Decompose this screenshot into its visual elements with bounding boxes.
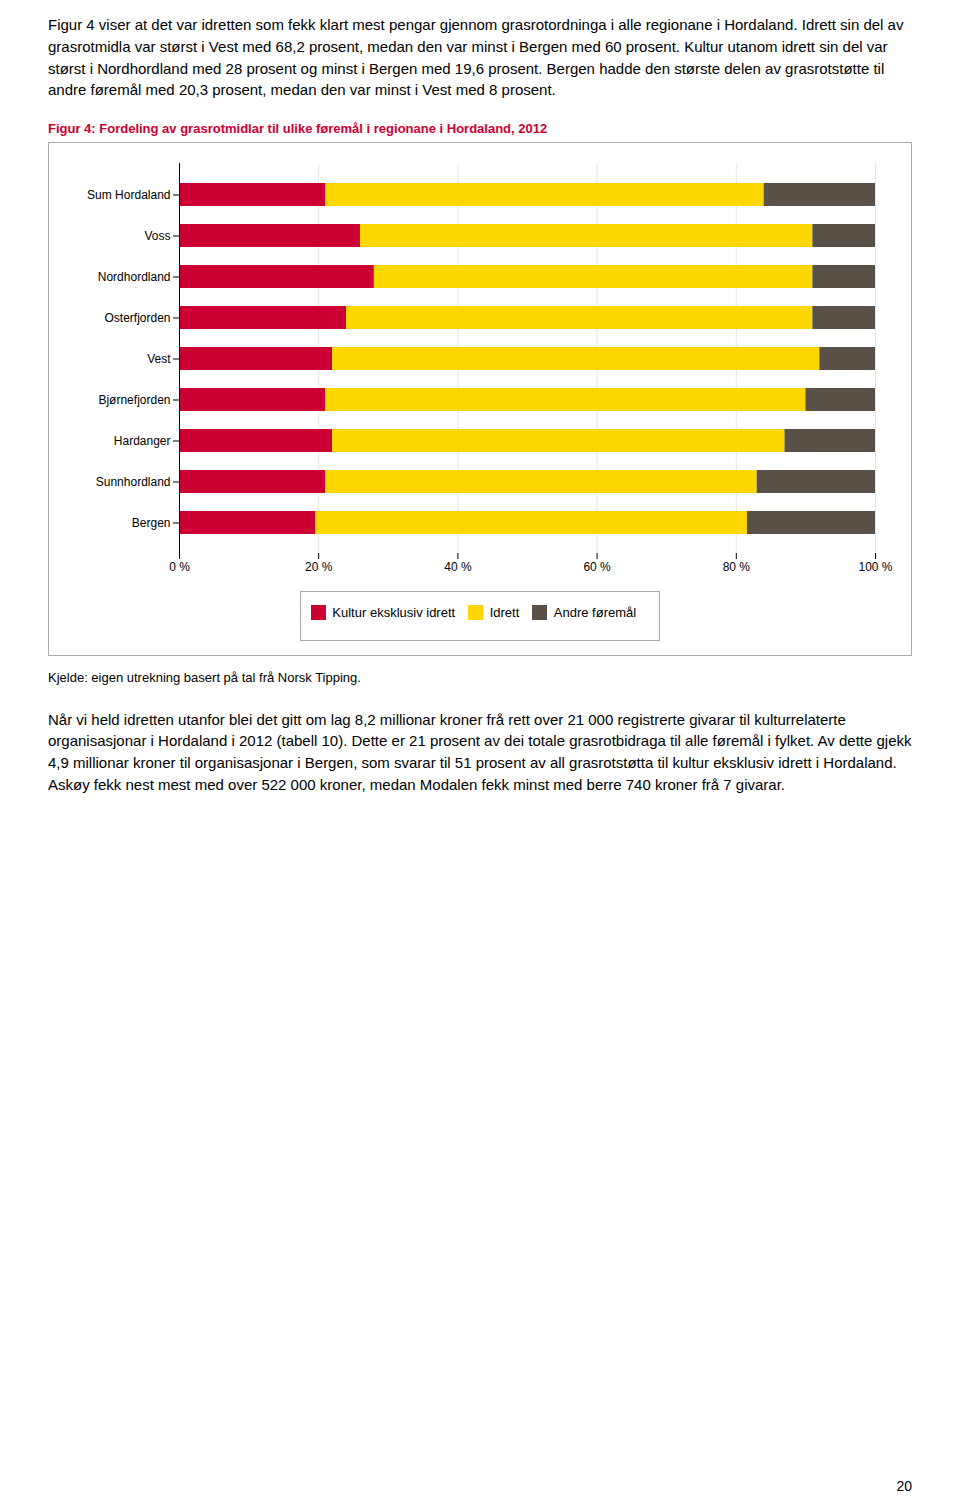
html-text:Figur 4 viser at det var idret: Figur 4 viser at det var idretten som fe… xyxy=(48,16,904,99)
html-text:20: 20 xyxy=(896,1478,912,1494)
html-text:Idrett: Idrett xyxy=(489,605,520,620)
svg-text:40 %: 40 % xyxy=(444,560,472,574)
svg-text:0 %: 0 % xyxy=(169,560,190,574)
svg-text:Hardanger: Hardanger xyxy=(114,434,171,448)
html-text:Kjelde: eigen utrekning basert: Kjelde: eigen utrekning basert på tal fr… xyxy=(48,669,361,685)
html-text:Figur 4: Fordeling av grasrotm: Figur 4: Fordeling av grasrotmidlar til … xyxy=(48,121,548,136)
svg-text:80 %: 80 % xyxy=(723,560,751,574)
svg-text:100 %: 100 % xyxy=(858,560,892,574)
html-text:Kultur eksklusiv idrett: Kultur eksklusiv idrett xyxy=(332,605,456,620)
svg-text:60 %: 60 % xyxy=(583,560,611,574)
svg-text:Bergen: Bergen xyxy=(132,516,171,530)
svg-text:Sunnhordland: Sunnhordland xyxy=(96,475,171,489)
svg-text:Sum Hordaland: Sum Hordaland xyxy=(87,188,170,202)
html-text:Andre føremål: Andre føremål xyxy=(553,605,637,620)
svg-text:20 %: 20 % xyxy=(305,560,333,574)
svg-text:Nordhordland: Nordhordland xyxy=(98,270,171,284)
html-text:Når vi held idretten utanfor b: Når vi held idretten utanfor blei det gi… xyxy=(48,710,912,793)
svg-text:Osterfjorden: Osterfjorden xyxy=(104,311,170,325)
svg-text:Bjørnefjorden: Bjørnefjorden xyxy=(98,393,170,407)
svg-text:Voss: Voss xyxy=(144,229,170,243)
svg-text:Vest: Vest xyxy=(147,352,171,366)
